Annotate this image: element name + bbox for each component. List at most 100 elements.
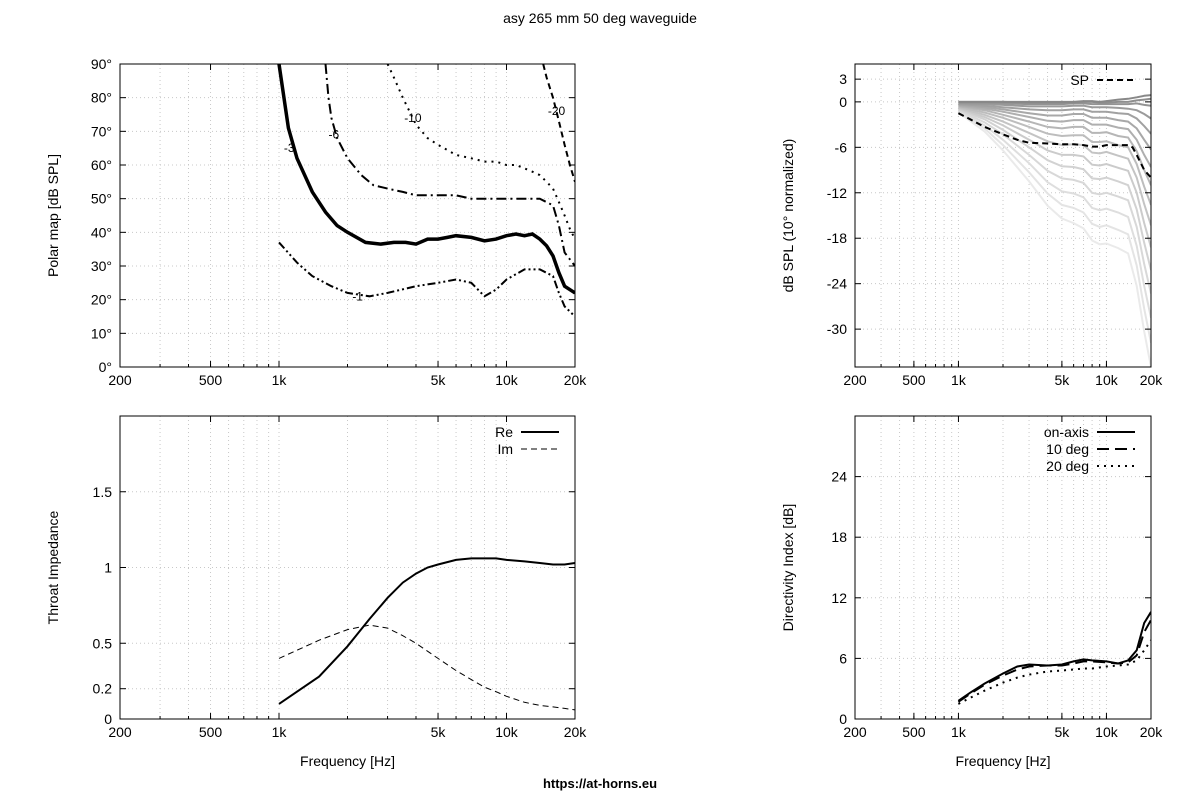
y-tick-label: 60° [91,157,112,173]
angle-curve [958,103,1151,135]
directivity-index-plot: 200 500 1k 5k 10k 20k 0 6 12 18 24 Directivity Inde… [780,415,1164,769]
polar-frame [119,63,576,368]
y-axis-label: Polar map [dB SPL] [45,154,61,277]
x-tick-label: 1k [272,372,288,388]
angle-curve [958,106,1151,226]
series-line--20 [542,64,575,183]
series-line-Im [278,624,575,711]
series-line--1 [278,241,575,318]
y-tick-label: 0 [104,711,112,727]
legend-label: 10 deg [1046,441,1089,457]
contour-label: -3 [284,141,295,155]
y-tick-label: 90° [91,56,112,72]
impedance-grid [120,416,575,720]
x-tick-label: 20k [1140,724,1164,740]
y-axis-label: Directivity Index [dB] [780,504,796,632]
angle-curve [958,107,1151,248]
x-axis-label: Frequency [Hz] [956,753,1051,769]
y-tick-label: 6 [839,650,847,666]
y-tick-label: 0.5 [93,635,113,651]
angle-curve [957,110,1151,319]
x-tick-label: 10k [495,724,519,740]
x-tick-label: 20k [564,724,588,740]
y-tick-label: 70° [91,123,112,139]
legend-label: SP [1070,72,1089,88]
y-axis-label: dB SPL (10° normalized) [780,139,796,293]
series-line-Re [278,557,575,705]
series-line-10-deg [957,619,1151,703]
x-tick-label: 10k [495,372,519,388]
legend-label: on-axis [1044,424,1089,440]
x-tick-label: 500 [199,724,223,740]
y-tick-label: 0 [839,94,847,110]
angle-curve [958,102,1151,120]
y-tick-label: 12 [831,590,847,606]
x-tick-label: 200 [843,724,867,740]
legend-label: Im [497,441,513,457]
series-line-SP [957,112,1151,179]
angle-curve [958,94,1151,103]
polar-curves [277,64,575,318]
x-axis-label: Frequency [Hz] [300,753,395,769]
y-axis-label: Throat Impedance [45,510,61,624]
y-tick-label: 80° [91,90,112,106]
normalized-spl-plot: 200 500 1k 5k 10k 20k 3 0 -6 -12 -18 -24 -30 dB SPL (… [780,63,1164,388]
footer-url[interactable]: https://at-horns.eu [542,776,658,791]
x-tick-label: 5k [431,372,447,388]
x-tick-label: 10k [1095,724,1119,740]
angle-curve [958,101,1151,107]
legend-label: Re [495,424,513,440]
directivity-curves [957,611,1151,705]
x-tick-label: 5k [1054,372,1070,388]
angle-curve [958,105,1151,186]
angle-curve [957,111,1151,367]
y-tick-label: 1 [104,560,112,576]
y-tick-label: 10° [91,325,112,341]
series-line--10 [386,64,575,240]
polar-map-plot: -1 -3 -6 -10 -20 200 500 1k 5k 10k 20k 0° 10° 20° 30° 4… [45,56,587,388]
contour-label: -6 [328,128,339,142]
series-line--6 [324,64,575,267]
y-tick-label: 18 [831,529,847,545]
y-tick-label: -24 [827,276,847,292]
contour-label: -1 [352,289,363,303]
y-tick-label: 50° [91,191,112,207]
legend-label: 20 deg [1046,458,1089,474]
angle-curve [958,104,1151,168]
y-tick-label: 40° [91,224,112,240]
y-tick-label: -18 [827,230,847,246]
series-line--3 [277,64,575,295]
x-tick-label: 1k [951,724,967,740]
y-tick-label: 3 [839,71,847,87]
x-tick-label: 1k [951,372,967,388]
figure-title: asy 265 mm 50 deg waveguide [503,10,697,26]
x-tick-label: 500 [199,372,223,388]
y-tick-label: 0° [99,359,112,375]
x-tick-label: 20k [1140,372,1164,388]
x-tick-label: 200 [843,372,867,388]
contour-label: -20 [548,104,566,118]
y-tick-label: 0 [839,711,847,727]
x-tick-label: 5k [1054,724,1070,740]
throat-impedance-plot: 200 500 1k 5k 10k 20k 0 0.2 0.5 1 1.5 Throat Impeda… [45,415,588,769]
y-tick-label: 30° [91,258,112,274]
x-tick-label: 500 [902,724,926,740]
y-tick-label: 20° [91,292,112,308]
y-tick-label: -30 [827,321,847,337]
polar-grid [120,63,575,368]
x-tick-label: 10k [1095,372,1119,388]
angle-curve [958,103,1151,151]
series-line-20-deg [957,639,1151,705]
normalized-curves [957,94,1151,367]
x-tick-label: 500 [902,372,926,388]
y-tick-label: 1.5 [93,484,113,500]
impedance-curves [278,557,575,711]
x-tick-label: 5k [431,724,447,740]
contour-label: -10 [404,111,422,125]
x-tick-label: 200 [108,372,132,388]
series-line-on-axis [957,611,1151,702]
x-tick-label: 1k [272,724,288,740]
x-tick-label: 200 [108,724,132,740]
y-tick-label: 0.2 [93,681,113,697]
